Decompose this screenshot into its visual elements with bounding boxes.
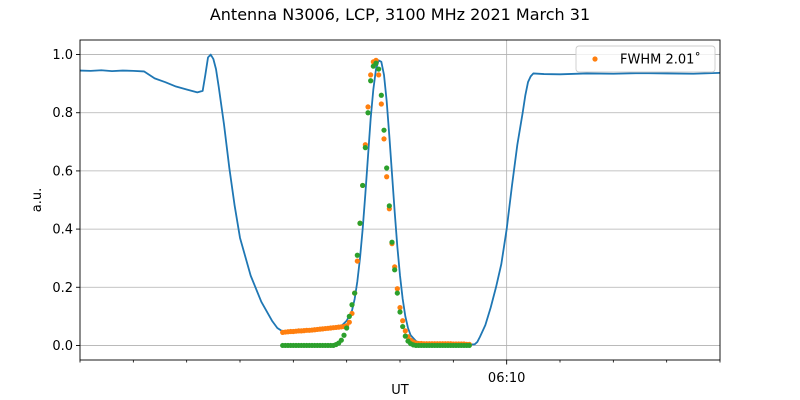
y-tick-label: 0.2: [52, 281, 73, 296]
data-point: [344, 325, 350, 331]
data-point: [341, 332, 347, 338]
data-point: [365, 110, 371, 116]
legend-label: FWHM 2.01˚: [620, 52, 701, 68]
plot-area: 0.0 0.2 0.4 0.6 0.8 1.0 06:10: [52, 39, 721, 386]
y-axis-label: a.u.: [30, 188, 45, 212]
series-line: [79, 53, 721, 346]
data-point: [389, 239, 395, 245]
data-point: [376, 72, 382, 78]
data-point: [378, 101, 384, 107]
data-point: [381, 127, 387, 133]
y-tick-label: 0.8: [52, 106, 73, 121]
data-point: [397, 305, 403, 311]
legend: FWHM 2.01˚: [575, 45, 716, 73]
data-point: [384, 174, 390, 180]
data-point: [376, 66, 382, 72]
data-point: [338, 337, 344, 343]
data-point: [394, 290, 400, 296]
data-point: [352, 290, 358, 296]
data-point: [378, 92, 384, 98]
data-point: [360, 182, 366, 189]
data-point: [357, 220, 363, 226]
y-tick-label: 0.6: [52, 164, 73, 179]
chart-title: Antenna N3006, LCP, 3100 MHz 2021 March …: [210, 5, 590, 24]
data-point: [402, 333, 408, 339]
data-point: [400, 323, 406, 330]
data-point: [402, 328, 408, 334]
data-point: [346, 313, 352, 319]
data-point: [368, 78, 374, 84]
data-point: [373, 60, 379, 66]
data-point: [354, 252, 360, 258]
data-point: [362, 145, 368, 151]
y-tick-label: 1.0: [52, 48, 73, 63]
data-point: [365, 104, 371, 110]
y-tick-label: 0.0: [52, 339, 73, 354]
y-tick-label: 0.4: [52, 223, 73, 238]
data-point: [392, 267, 398, 273]
data-point: [381, 136, 387, 142]
data-point: [386, 203, 392, 209]
legend-frame: [575, 45, 716, 73]
x-tick-label: 06:10: [488, 371, 525, 386]
data-point: [397, 309, 403, 315]
data-point: [354, 258, 360, 264]
data-point: [346, 319, 352, 325]
data-point: [400, 318, 406, 324]
data-point: [368, 72, 374, 78]
data-point: [384, 165, 390, 171]
data-point: [466, 342, 472, 349]
x-axis-label: UT: [391, 383, 409, 398]
data-point: [394, 286, 400, 292]
data-point: [349, 302, 355, 308]
legend-marker: [592, 56, 598, 62]
